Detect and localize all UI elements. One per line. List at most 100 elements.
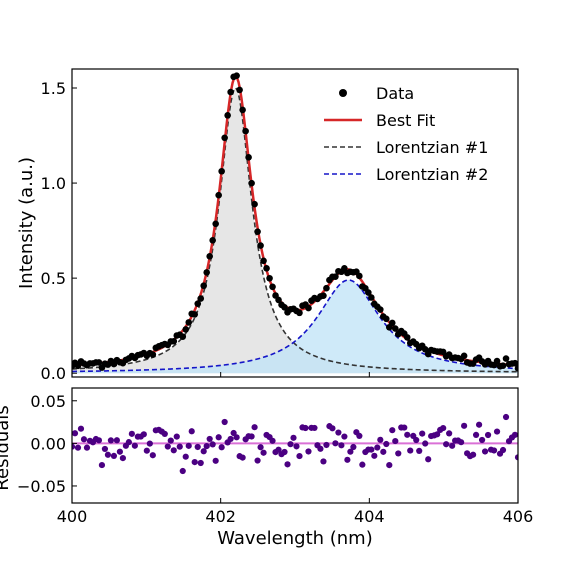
- residual-point: [481, 448, 489, 455]
- data-point: [227, 88, 234, 96]
- data-point: [224, 112, 231, 119]
- data-point: [269, 283, 276, 291]
- residual-point: [218, 444, 225, 451]
- data-point: [170, 337, 178, 345]
- data-point: [323, 284, 330, 292]
- residual-point: [335, 429, 342, 436]
- residual-point: [472, 431, 480, 438]
- residual-point: [194, 443, 201, 451]
- residual-point: [341, 433, 348, 440]
- x-tick-label: 404: [354, 507, 385, 526]
- data-point: [245, 154, 252, 161]
- residual-point: [260, 449, 267, 456]
- data-point: [179, 333, 187, 340]
- residual-point: [101, 445, 109, 453]
- legend: Data Best Fit Lorentzian #1 Lorentzian #…: [324, 84, 488, 184]
- residual-point: [275, 446, 282, 453]
- lorentzian-2-line: [72, 279, 518, 373]
- residual-point: [422, 440, 429, 447]
- residual-point: [119, 454, 126, 462]
- residual-point: [443, 441, 450, 448]
- residual-point: [356, 432, 363, 439]
- residual-point: [125, 439, 132, 446]
- residual-point: [446, 430, 453, 437]
- residual-point: [191, 459, 198, 466]
- data-point: [341, 264, 348, 272]
- residual-point: [380, 448, 387, 455]
- data-point: [197, 295, 205, 302]
- residual-point: [389, 427, 396, 434]
- data-point: [266, 274, 273, 282]
- residual-plot-frame: [71, 387, 519, 504]
- residual-point: [251, 424, 258, 431]
- residual-point: [74, 444, 82, 451]
- residual-point: [404, 431, 411, 438]
- residual-point: [173, 433, 180, 440]
- residual-point: [484, 431, 492, 439]
- x-tick-label: 402: [205, 507, 236, 526]
- data-point: [365, 289, 372, 296]
- main-panel: 0.0 0.5 1.0 1.5 Intensity (a.u.) Data Best …: [16, 68, 519, 383]
- residual-point: [490, 447, 498, 454]
- data-point: [403, 334, 411, 341]
- residual-point: [72, 430, 79, 437]
- residual-point: [302, 424, 309, 432]
- residual-point: [212, 457, 219, 464]
- residual-point: [110, 452, 118, 459]
- residual-point: [170, 447, 177, 454]
- residual-point: [386, 462, 393, 469]
- residual-point: [296, 452, 303, 460]
- data-point: [206, 252, 213, 260]
- residual-point: [167, 437, 174, 444]
- x-axis-label: Wavelength (nm): [217, 528, 373, 549]
- residual-point: [206, 435, 213, 443]
- residual-point: [164, 443, 171, 450]
- data-point: [200, 282, 207, 290]
- x-tick-label: 406: [503, 507, 534, 526]
- main-plot-frame: [71, 68, 519, 378]
- data-point: [383, 315, 390, 323]
- y-tick-label-residuals: −0.05: [17, 477, 66, 496]
- residual-point: [305, 448, 312, 455]
- residual-point: [359, 461, 366, 468]
- residual-point: [323, 441, 330, 449]
- data-point: [242, 127, 249, 135]
- data-point: [320, 292, 327, 299]
- residual-point: [350, 443, 357, 451]
- data-point: [209, 237, 216, 244]
- residual-point: [514, 454, 518, 461]
- residual-point: [197, 459, 204, 467]
- data-point: [388, 319, 396, 327]
- legend-label-lorentzian-1: Lorentzian #1: [376, 138, 488, 157]
- residual-point: [311, 424, 318, 432]
- residual-point: [200, 448, 207, 455]
- residuals-panel: 0.05 0.00 −0.05 400 402 404 406 Residuals Wave…: [0, 387, 534, 549]
- residual-point: [493, 428, 501, 435]
- data-point: [391, 325, 399, 332]
- residual-point: [368, 446, 375, 453]
- best-fit-line: [72, 74, 518, 367]
- residual-point: [176, 443, 183, 450]
- data-point: [368, 294, 375, 301]
- residual-point: [449, 442, 456, 449]
- data-point: [356, 272, 363, 280]
- residual-point: [107, 437, 115, 444]
- residual-point: [72, 443, 76, 450]
- legend-label-best-fit: Best Fit: [376, 111, 435, 130]
- residual-point: [371, 452, 378, 459]
- data-point: [218, 167, 225, 175]
- data-point: [239, 106, 246, 114]
- residual-point: [230, 429, 237, 437]
- data-point: [260, 257, 267, 265]
- legend-label-lorentzian-2: Lorentzian #2: [376, 165, 488, 184]
- residual-point: [329, 425, 336, 432]
- residual-point: [374, 444, 381, 451]
- residual-point: [257, 444, 264, 451]
- data-point: [248, 179, 255, 187]
- residual-point: [434, 431, 441, 438]
- y-tick-label-main: 0.0: [41, 364, 66, 383]
- residual-point: [239, 454, 246, 461]
- data-point: [185, 319, 193, 326]
- residual-point: [293, 443, 300, 450]
- lorentzian-1-fill: [72, 88, 518, 374]
